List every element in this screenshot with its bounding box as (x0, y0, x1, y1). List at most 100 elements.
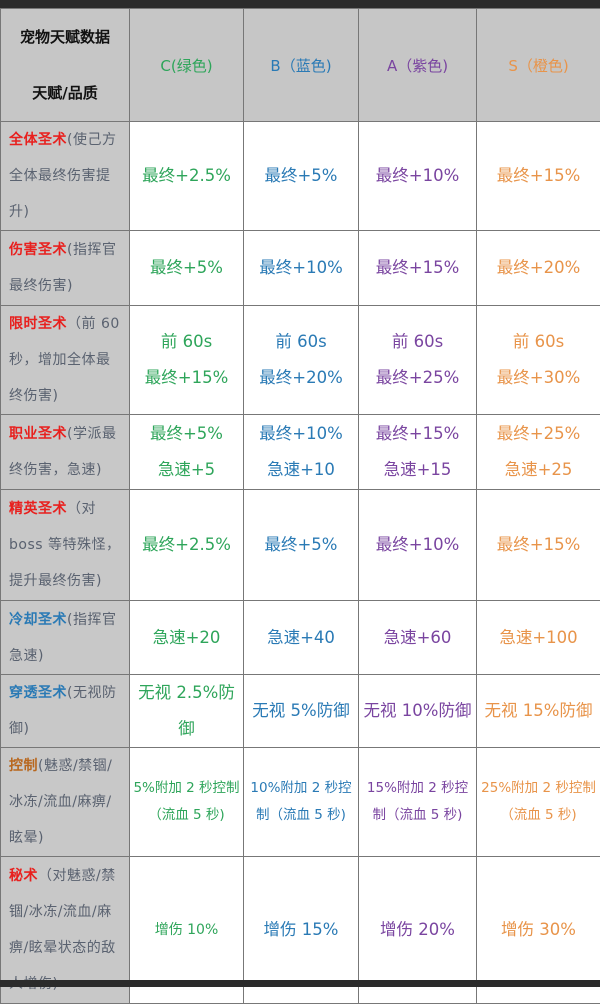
value-cell: 最终+20% (477, 231, 600, 306)
value-text: 前 60s (133, 324, 240, 360)
header-row: 宠物天赋数据 天赋/品质 C(绿色) B（蓝色) A（紫色) S（橙色) (1, 9, 600, 122)
value-cell: 最终+15% (477, 122, 600, 231)
talent-name: 限时圣术 (9, 316, 67, 332)
value-cell: 15%附加 2 秒控制（流血 5 秒) (359, 748, 477, 857)
value-text: 5%附加 2 秒控制（流血 5 秒) (133, 775, 240, 829)
value-text: 无视 5%防御 (247, 693, 355, 729)
value-cell: 最终+15%急速+15 (359, 415, 477, 490)
talent-name-cell: 穿透圣术(无视防御) (1, 675, 130, 748)
pet-talent-table: 宠物天赋数据 天赋/品质 C(绿色) B（蓝色) A（紫色) S（橙色) 全体圣… (0, 8, 600, 1004)
value-text: 最终+20% (480, 250, 597, 286)
value-text: 增伤 10% (133, 912, 240, 948)
talent-name: 控制 (9, 758, 38, 774)
value-cell: 无视 2.5%防御 (130, 675, 244, 748)
value-text: 无视 15%防御 (480, 693, 597, 729)
value-text: 最终+15% (480, 527, 597, 563)
value-text: 急速+15 (362, 452, 473, 488)
value-text: 急速+25 (480, 452, 597, 488)
value-text: 最终+15% (362, 416, 473, 452)
value-text: 最终+5% (133, 416, 240, 452)
table-row: 精英圣术（对 boss 等特殊怪，提升最终伤害)最终+2.5%最终+5%最终+1… (1, 490, 600, 601)
talent-name: 冷却圣术 (9, 612, 67, 628)
table-title: 宠物天赋数据 (4, 9, 126, 65)
talent-name-cell: 伤害圣术(指挥官最终伤害) (1, 231, 130, 306)
grade-header-b: B（蓝色) (244, 9, 359, 122)
corner-header: 宠物天赋数据 天赋/品质 (1, 9, 130, 122)
bottom-bar (0, 980, 600, 987)
value-cell: 最终+5% (244, 122, 359, 231)
value-cell: 急速+60 (359, 601, 477, 675)
value-cell: 最终+5%急速+5 (130, 415, 244, 490)
value-text: 最终+2.5% (133, 527, 240, 563)
table-row: 穿透圣术(无视防御)无视 2.5%防御无视 5%防御无视 10%防御无视 15%… (1, 675, 600, 748)
value-text: 最终+10% (362, 527, 473, 563)
value-text: 最终+2.5% (133, 158, 240, 194)
value-text: 无视 2.5%防御 (133, 675, 240, 747)
value-cell: 无视 10%防御 (359, 675, 477, 748)
value-cell: 最终+15% (359, 231, 477, 306)
value-text: 增伤 20% (362, 912, 473, 948)
talent-name: 穿透圣术 (9, 685, 67, 701)
value-text: 10%附加 2 秒控制（流血 5 秒) (247, 775, 355, 829)
talent-name-cell: 控制(魅惑/禁锢/冰冻/流血/麻痹/眩晕) (1, 748, 130, 857)
value-cell: 10%附加 2 秒控制（流血 5 秒) (244, 748, 359, 857)
value-text: 最终+25% (362, 360, 473, 396)
value-text: 最终+15% (133, 360, 240, 396)
value-cell: 急速+20 (130, 601, 244, 675)
value-text: 最终+30% (480, 360, 597, 396)
value-cell: 无视 5%防御 (244, 675, 359, 748)
table-row: 伤害圣术(指挥官最终伤害)最终+5%最终+10%最终+15%最终+20% (1, 231, 600, 306)
value-text: 最终+15% (362, 250, 473, 286)
talent-description: （对魅惑/禁锢/冰冻/流血/麻痹/眩晕状态的敌人增伤) (9, 868, 116, 992)
talent-name-cell: 全体圣术(使己方全体最终伤害提升) (1, 122, 130, 231)
talent-name: 秘术 (9, 868, 38, 884)
value-cell: 最终+10% (359, 122, 477, 231)
talent-name: 伤害圣术 (9, 242, 67, 258)
table-row: 全体圣术(使己方全体最终伤害提升)最终+2.5%最终+5%最终+10%最终+15… (1, 122, 600, 231)
value-text: 前 60s (247, 324, 355, 360)
value-cell: 最终+10%急速+10 (244, 415, 359, 490)
value-text: 最终+5% (247, 158, 355, 194)
value-cell: 最终+5% (244, 490, 359, 601)
value-text: 无视 10%防御 (362, 693, 473, 729)
value-cell: 5%附加 2 秒控制（流血 5 秒) (130, 748, 244, 857)
value-text: 前 60s (362, 324, 473, 360)
value-text: 最终+25% (480, 416, 597, 452)
grade-header-a: A（紫色) (359, 9, 477, 122)
value-cell: 最终+15% (477, 490, 600, 601)
value-cell: 最终+10% (244, 231, 359, 306)
talent-name-cell: 精英圣术（对 boss 等特殊怪，提升最终伤害) (1, 490, 130, 601)
value-text: 增伤 15% (247, 912, 355, 948)
talent-name: 全体圣术 (9, 132, 67, 148)
top-bar (0, 0, 600, 8)
value-cell: 最终+10% (359, 490, 477, 601)
talent-name-cell: 职业圣术(学派最终伤害，急速) (1, 415, 130, 490)
value-text: 最终+20% (247, 360, 355, 396)
value-cell: 无视 15%防御 (477, 675, 600, 748)
value-text: 急速+60 (362, 620, 473, 656)
value-text: 急速+5 (133, 452, 240, 488)
value-cell: 最终+25%急速+25 (477, 415, 600, 490)
value-text: 25%附加 2 秒控制（流血 5 秒) (480, 775, 597, 829)
value-text: 最终+15% (480, 158, 597, 194)
table-row: 控制(魅惑/禁锢/冰冻/流血/麻痹/眩晕)5%附加 2 秒控制（流血 5 秒)1… (1, 748, 600, 857)
axis-label: 天赋/品质 (4, 65, 126, 121)
value-text: 急速+20 (133, 620, 240, 656)
talent-name-cell: 冷却圣术(指挥官急速) (1, 601, 130, 675)
value-text: 急速+40 (247, 620, 355, 656)
value-cell: 25%附加 2 秒控制（流血 5 秒) (477, 748, 600, 857)
talent-name: 精英圣术 (9, 501, 67, 517)
value-text: 15%附加 2 秒控制（流血 5 秒) (362, 775, 473, 829)
value-text: 前 60s (480, 324, 597, 360)
value-text: 急速+10 (247, 452, 355, 488)
value-cell: 最终+2.5% (130, 490, 244, 601)
talent-name: 职业圣术 (9, 426, 67, 442)
value-text: 增伤 30% (480, 912, 597, 948)
value-text: 最终+5% (133, 250, 240, 286)
